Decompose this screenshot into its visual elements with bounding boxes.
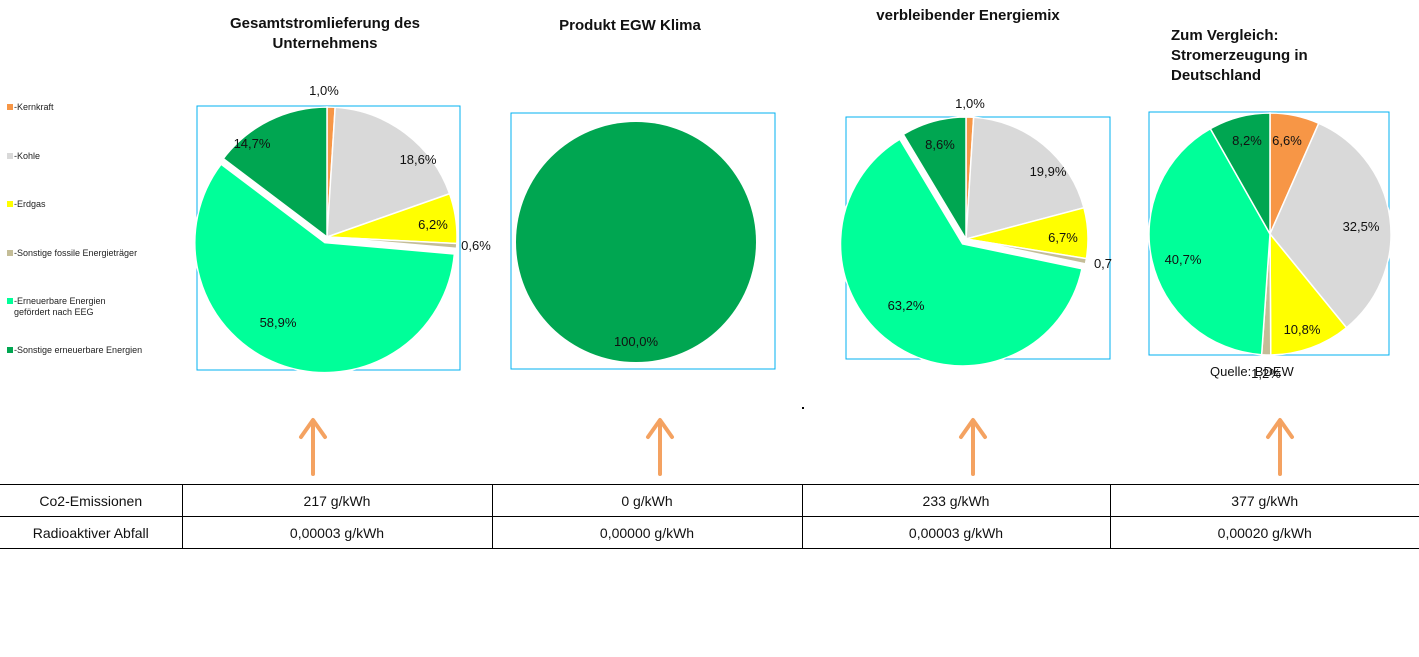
arrow-up-icon xyxy=(959,418,987,439)
legend-swatch xyxy=(7,347,13,353)
pie-chart-1: 1,0% 18,6% 6,2% 0,6% 58,9% 14,7% xyxy=(194,83,491,476)
table-cell: 217 g/kWh xyxy=(181,484,492,517)
table-cell: 0 g/kWh xyxy=(491,484,802,517)
pie-charts-canvas: 1,0% 18,6% 6,2% 0,6% 58,9% 14,7% 100,0% 1,0% 19,… xyxy=(194,83,1392,476)
pie-chart-3: 1,0% 19,9% 6,7% 0,7 63,2% 8,6% xyxy=(839,96,1112,476)
chart-title-4: Zum Vergleich: Stromerzeugung in Deutsch… xyxy=(1171,27,1308,84)
table-row-co2: Co2-Emissionen 217 g/kWh 0 g/kWh 233 g/k… xyxy=(0,484,1419,517)
legend-item-erdgas: -Erdgas xyxy=(7,199,184,210)
legend-swatch xyxy=(7,201,13,207)
pie-slice xyxy=(965,116,1085,240)
table-cell: 0,00003 g/kWh xyxy=(181,516,492,549)
chart-title-2: Produkt EGW Klima xyxy=(559,17,701,34)
data-label: 100,0% xyxy=(614,334,659,349)
pie-slice xyxy=(194,163,456,374)
data-label: 14,7% xyxy=(234,136,271,151)
legend-item-sonstige-fossile: -Sonstige fossile Energieträger xyxy=(7,248,184,259)
legend-item-sonstige-erneuerbare: -Sonstige erneuerbare Energien xyxy=(7,345,184,356)
table-cell: 233 g/kWh xyxy=(801,484,1110,517)
table-cell: 377 g/kWh xyxy=(1109,484,1419,517)
pie-slice xyxy=(222,106,328,239)
pie-slice xyxy=(1148,127,1271,356)
data-label: 18,6% xyxy=(400,152,437,167)
data-label: 1,0% xyxy=(309,83,339,98)
legend-label: -Kohle xyxy=(14,151,41,161)
source-note: Quelle: BDEW xyxy=(1210,364,1294,379)
data-label: 1,0% xyxy=(955,96,985,111)
legend-label: -Sonstige fossile Energieträger xyxy=(14,248,138,258)
data-label: 0,7 xyxy=(1094,256,1112,271)
data-label: 8,6% xyxy=(925,137,955,152)
legend-label: -Kernkraft xyxy=(14,102,54,112)
arrow-up-icon xyxy=(646,418,674,439)
legend-label: -Sonstige erneuerbare Energien xyxy=(14,345,143,355)
legend-item-eeg: -Erneuerbare Energien gefördert nach EEG xyxy=(7,296,119,318)
data-label: 1,2% xyxy=(1251,366,1281,381)
pie-slice xyxy=(326,236,458,250)
stray-dot xyxy=(802,407,804,409)
legend-swatch xyxy=(7,250,13,256)
data-label: 6,6% xyxy=(1272,133,1302,148)
pie-chart-4: 6,6% 32,5% 10,8% 1,2% 40,7% 8,2% xyxy=(1148,111,1392,476)
legend-swatch xyxy=(7,104,13,110)
pie-slice xyxy=(1269,231,1348,356)
arrow-up-icon xyxy=(1266,418,1294,439)
pie-slice xyxy=(965,238,1088,265)
table-cell: 0,00020 g/kWh xyxy=(1109,516,1419,549)
table-row-radioactive: Radioaktiver Abfall 0,00003 g/kWh 0,0000… xyxy=(0,516,1419,549)
pie-slice xyxy=(1209,112,1271,237)
pie-slice xyxy=(839,138,1083,367)
data-label: 8,2% xyxy=(1232,133,1262,148)
legend-swatch xyxy=(7,153,13,159)
pie-chart-2: 100,0% xyxy=(510,112,776,476)
legend-label: -Erdgas xyxy=(14,199,46,209)
data-label: 32,5% xyxy=(1343,219,1380,234)
data-label: 58,9% xyxy=(260,315,297,330)
pie-slice xyxy=(1269,122,1392,329)
row-label: Co2-Emissionen xyxy=(0,484,182,517)
row-label: Radioaktiver Abfall xyxy=(0,516,182,549)
data-label: 19,9% xyxy=(1030,164,1067,179)
legend-item-kernkraft: -Kernkraft xyxy=(7,102,184,113)
legend-swatch xyxy=(7,298,13,304)
legend-label: -Erneuerbare Energien gefördert nach EEG xyxy=(14,296,106,317)
pie-slice xyxy=(326,106,451,239)
pie-slice xyxy=(902,116,967,242)
data-label: 10,8% xyxy=(1284,322,1321,337)
pie-slice xyxy=(516,122,756,362)
table-cell: 0,00003 g/kWh xyxy=(801,516,1110,549)
data-label: 6,2% xyxy=(418,217,448,232)
metrics-table: Co2-Emissionen 217 g/kWh 0 g/kWh 233 g/k… xyxy=(0,484,1419,549)
data-label: 40,7% xyxy=(1165,252,1202,267)
arrow-up-icon xyxy=(299,418,327,439)
chart-title-1: Gesamtstromlieferung des Unternehmens xyxy=(229,15,421,52)
data-label: 63,2% xyxy=(888,298,925,313)
legend-item-kohle: -Kohle xyxy=(7,151,184,162)
data-label: 0,6% xyxy=(461,238,491,253)
chart-frame xyxy=(510,112,776,370)
chart-title-3: verbleibender Energiemix xyxy=(876,7,1060,24)
data-label: 6,7% xyxy=(1048,230,1078,245)
table-cell: 0,00000 g/kWh xyxy=(491,516,802,549)
